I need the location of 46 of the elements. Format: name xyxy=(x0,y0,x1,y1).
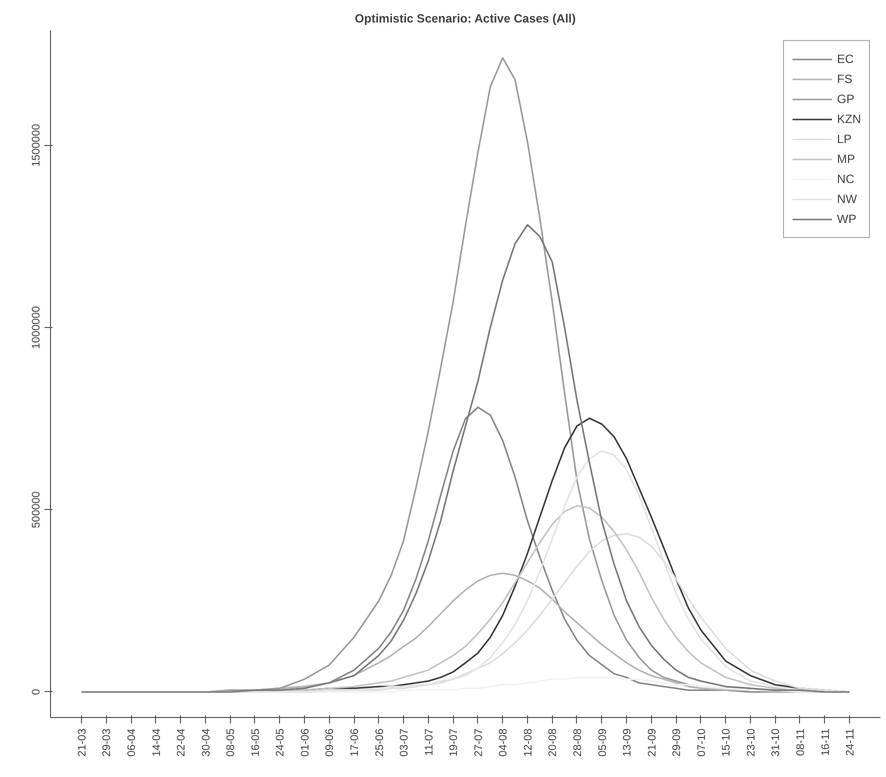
y-tick-label: 1500000 xyxy=(30,124,42,167)
x-tick-label: 16-05 xyxy=(250,728,262,757)
legend-label: NC xyxy=(837,172,856,186)
x-tick-label: 21-03 xyxy=(76,728,88,757)
y-tick-label: 1000000 xyxy=(30,306,42,349)
legend-label: GP xyxy=(837,92,856,106)
x-tick-label: 27-07 xyxy=(472,728,485,757)
legend-label: KZN xyxy=(837,112,861,126)
x-tick-label: 06-04 xyxy=(126,728,138,757)
x-tick-label: 13-09 xyxy=(622,728,634,757)
x-tick-label: 24-05 xyxy=(274,728,287,757)
x-tick-label: 24-11 xyxy=(844,728,857,756)
legend-label: LP xyxy=(837,132,853,146)
x-tick-label: 22-04 xyxy=(176,728,188,757)
x-tick-label: 29-09 xyxy=(671,728,684,757)
x-tick-label: 19-07 xyxy=(448,728,460,757)
x-tick-label: 03-07 xyxy=(398,728,411,757)
x-tick-label: 31-10 xyxy=(770,728,782,757)
y-tick-label: 500000 xyxy=(30,491,42,528)
x-tick-label: 14-04 xyxy=(150,728,163,757)
x-tick-label: 08-11 xyxy=(794,728,807,756)
x-tick-label: 01-06 xyxy=(299,728,312,757)
y-tick-label: 0 xyxy=(30,688,42,696)
legend-label: MP xyxy=(837,152,856,166)
x-tick-label: 04-08 xyxy=(498,728,510,757)
x-tick-label: 07-10 xyxy=(696,728,708,757)
x-tick-label: 28-08 xyxy=(572,728,584,757)
x-tick-label: 21-09 xyxy=(646,728,658,757)
x-tick-label: 12-08 xyxy=(522,728,534,757)
x-tick-label: 23-10 xyxy=(745,728,758,757)
legend-label: EC xyxy=(837,52,855,66)
x-tick-label: 25-06 xyxy=(374,728,386,757)
legend-label: FS xyxy=(837,72,854,86)
x-tick-label: 09-06 xyxy=(324,728,336,757)
x-tick-label: 17-06 xyxy=(349,728,362,757)
legend-label: NW xyxy=(837,192,857,206)
x-tick-label: 15-10 xyxy=(720,728,733,757)
x-tick-label: 05-09 xyxy=(596,728,609,757)
chart-title: Optimistic Scenario: Active Cases (All) xyxy=(354,12,576,26)
x-tick-label: 20-08 xyxy=(547,728,560,757)
legend-label: WP xyxy=(837,212,857,226)
x-tick-label: 16-11 xyxy=(820,728,832,756)
x-tick-label: 11-07 xyxy=(423,728,436,756)
x-tick-label: 29-03 xyxy=(101,728,114,757)
x-tick-label: 08-05 xyxy=(225,728,238,757)
x-tick-label: 30-04 xyxy=(200,728,212,757)
